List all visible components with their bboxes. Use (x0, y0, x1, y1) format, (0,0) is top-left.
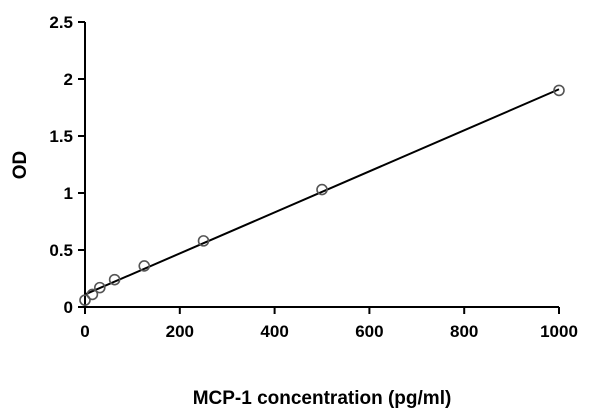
data-point (94, 281, 106, 294)
x-tick-label: 400 (260, 322, 288, 341)
y-tick-label: 0.5 (49, 241, 73, 260)
data-points (79, 84, 565, 306)
y-tick-label: 2 (64, 70, 73, 89)
data-point (138, 260, 151, 272)
x-tick-label: 200 (166, 322, 194, 341)
y-tick-label: 1.5 (49, 127, 73, 146)
y-axis-label: OD (10, 151, 31, 180)
x-tick-label: 1000 (540, 322, 578, 341)
data-point (86, 288, 99, 301)
x-tick-label: 800 (450, 322, 478, 341)
data-point (108, 273, 121, 286)
data-point (79, 294, 91, 306)
data-point (316, 183, 328, 196)
x-tick-label: 0 (80, 322, 89, 341)
data-point (197, 235, 210, 247)
x-axis-ticks: 0 200 400 600 800 1000 (80, 307, 578, 341)
y-tick-label: 0 (64, 298, 73, 317)
y-axis-ticks: 0 0.5 1 1.5 2 2.5 (49, 13, 85, 317)
x-tick-label: 600 (355, 322, 383, 341)
y-tick-label: 1 (64, 184, 73, 203)
x-axis-label: MCP-1 concentration (pg/ml) (193, 388, 452, 409)
trendline (84, 88, 560, 296)
data-point (553, 84, 565, 97)
y-tick-label: 2.5 (49, 13, 73, 32)
